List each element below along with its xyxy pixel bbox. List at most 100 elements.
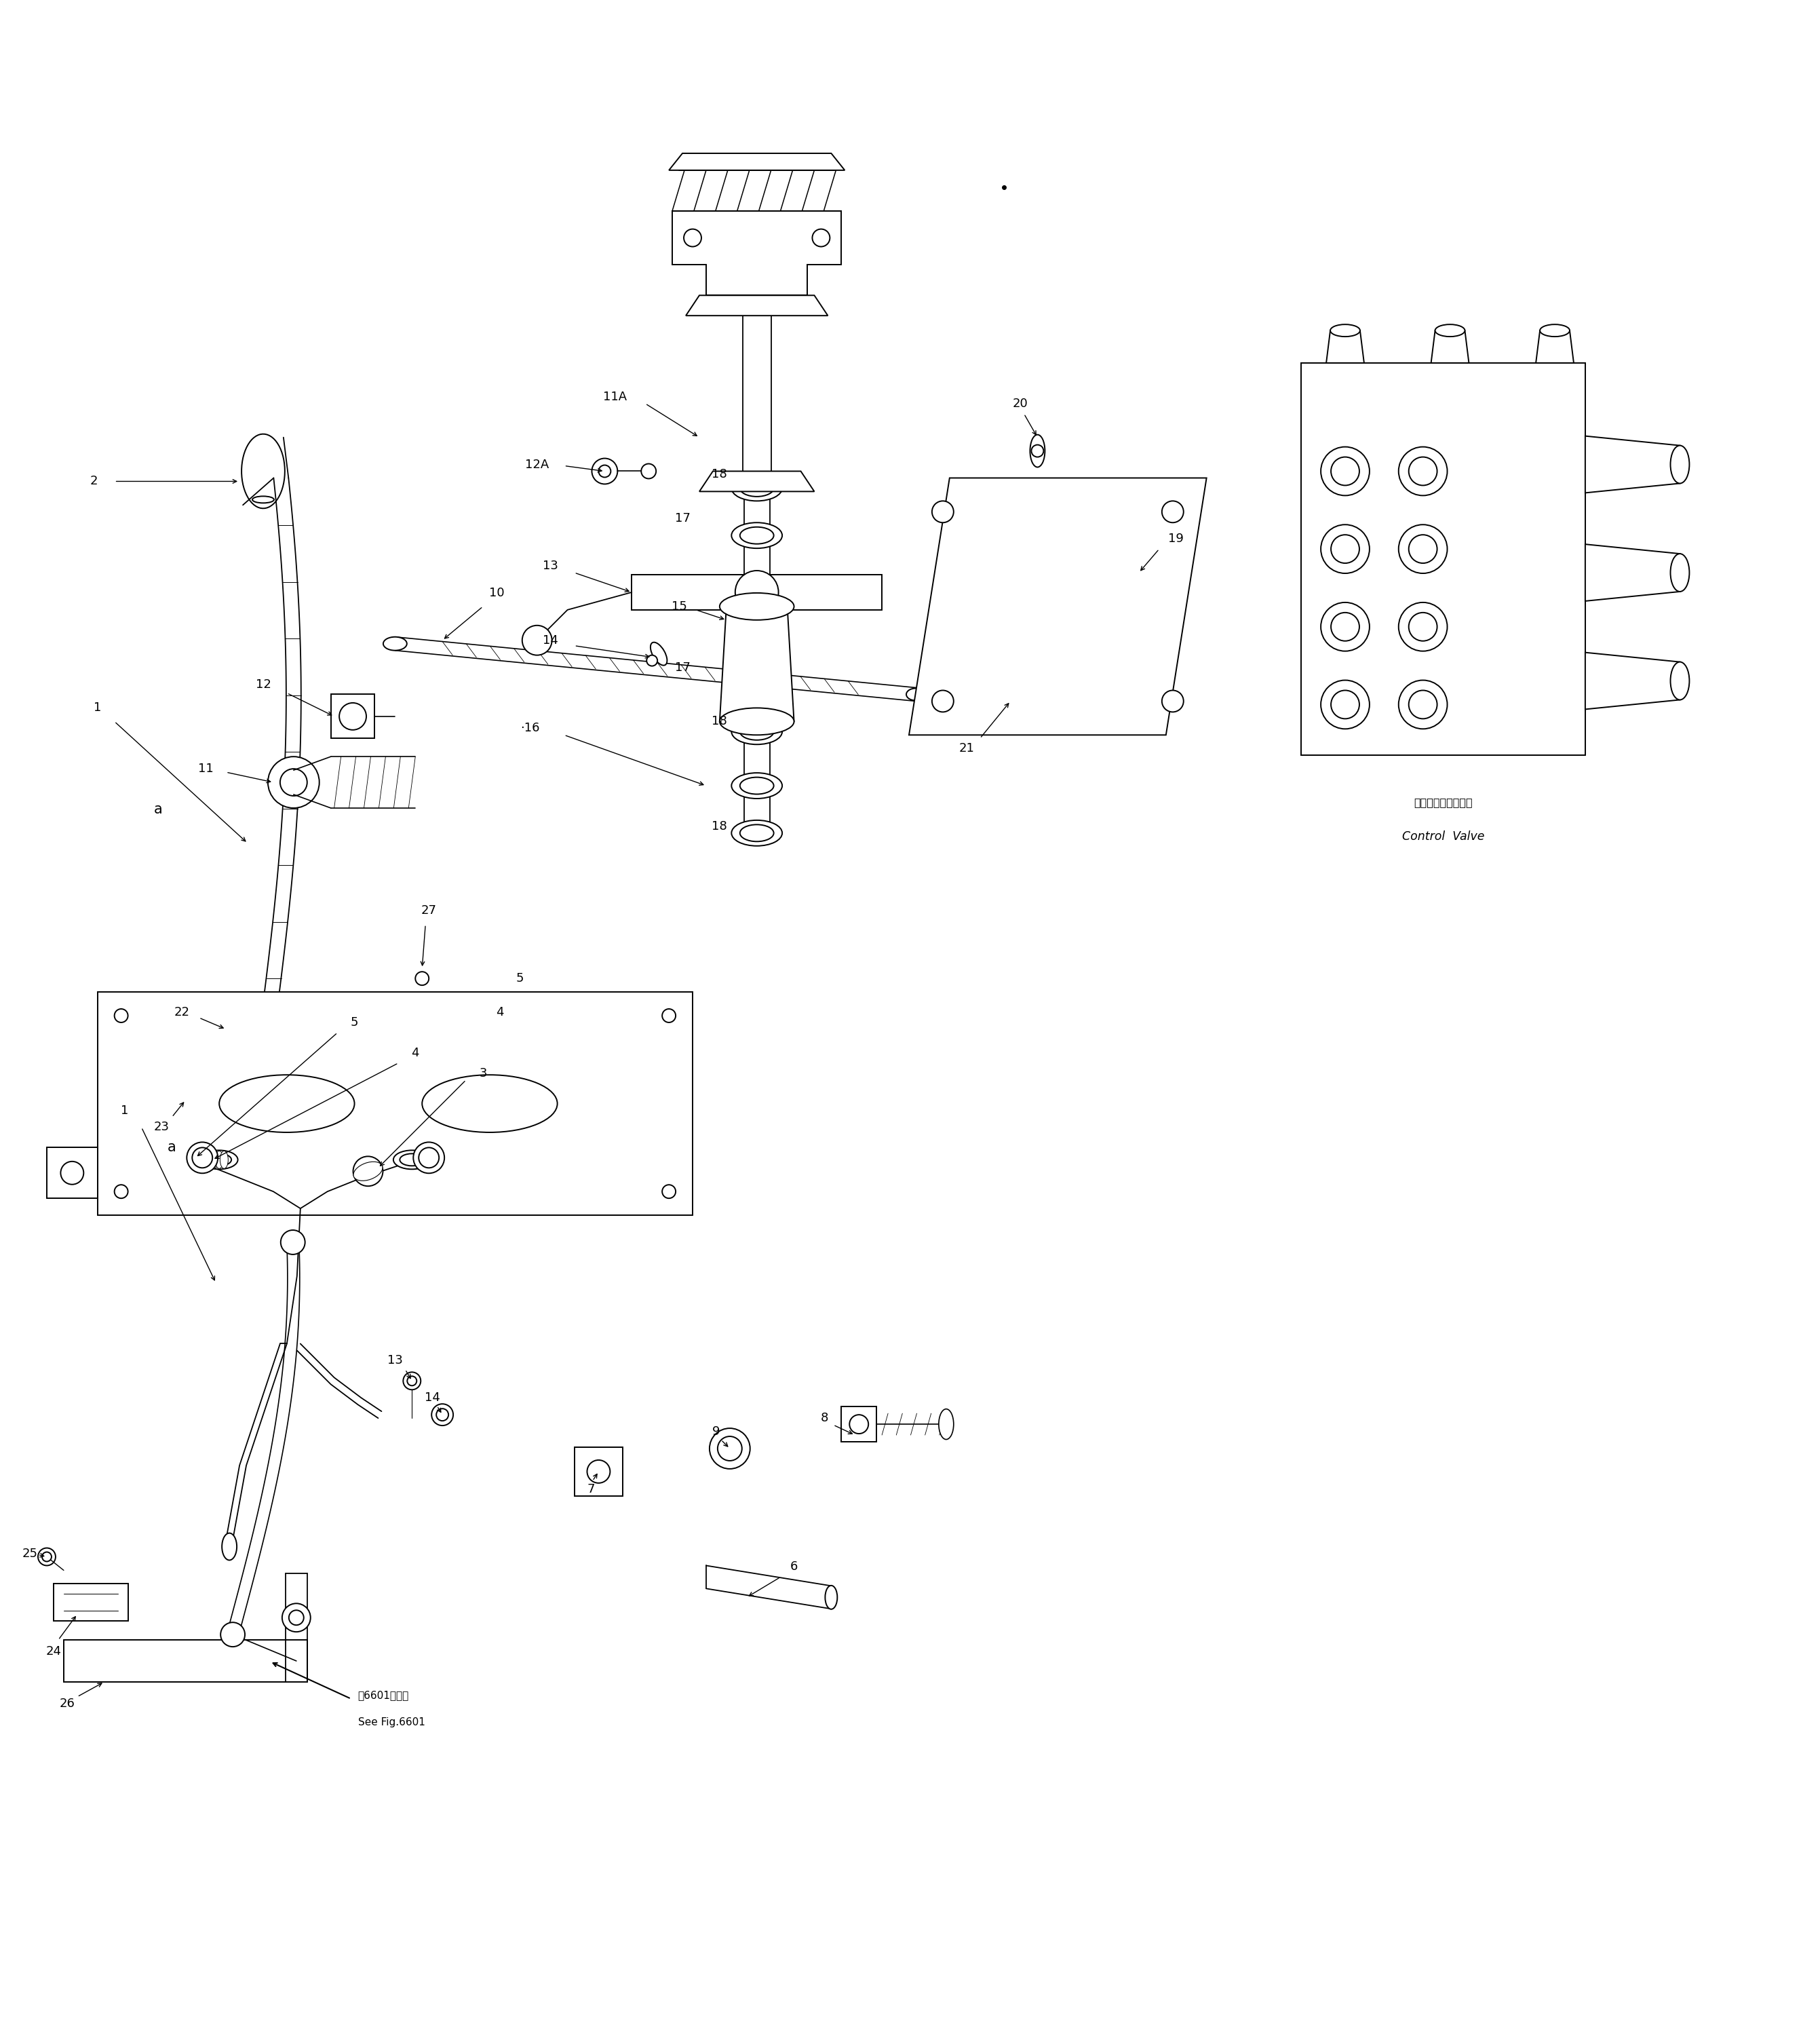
Ellipse shape — [200, 1151, 238, 1169]
Text: 2: 2 — [91, 475, 98, 487]
Text: 4: 4 — [497, 1007, 504, 1019]
Ellipse shape — [732, 719, 783, 745]
Ellipse shape — [1671, 662, 1689, 700]
Text: 25: 25 — [22, 1547, 38, 1559]
Polygon shape — [1327, 331, 1365, 363]
Circle shape — [1398, 603, 1447, 652]
Circle shape — [684, 229, 701, 248]
Circle shape — [662, 1186, 675, 1198]
Circle shape — [413, 1143, 444, 1173]
Text: 18: 18 — [712, 820, 728, 832]
Polygon shape — [53, 1583, 127, 1622]
Text: a: a — [155, 802, 162, 816]
Text: 5: 5 — [351, 1017, 359, 1029]
Text: 11: 11 — [198, 763, 213, 775]
Text: 22: 22 — [175, 1007, 189, 1019]
Circle shape — [522, 625, 551, 656]
Circle shape — [1330, 457, 1360, 485]
Ellipse shape — [211, 1151, 218, 1169]
Text: 15: 15 — [672, 601, 686, 613]
Circle shape — [280, 769, 308, 796]
Polygon shape — [1585, 652, 1680, 708]
Polygon shape — [670, 154, 844, 171]
Circle shape — [1398, 524, 1447, 572]
Polygon shape — [908, 477, 1207, 735]
Circle shape — [1032, 445, 1043, 457]
Ellipse shape — [732, 475, 783, 501]
Bar — [331, 694, 375, 739]
Text: Control  Valve: Control Valve — [1401, 830, 1485, 842]
Ellipse shape — [215, 1151, 224, 1169]
Circle shape — [187, 1143, 218, 1173]
Circle shape — [1321, 447, 1369, 495]
Circle shape — [1330, 613, 1360, 641]
Circle shape — [646, 656, 657, 666]
Circle shape — [1409, 690, 1438, 719]
Text: 3: 3 — [479, 1068, 488, 1080]
Polygon shape — [1536, 331, 1574, 363]
Circle shape — [282, 1604, 311, 1632]
Polygon shape — [686, 294, 828, 315]
Ellipse shape — [218, 1074, 355, 1133]
Circle shape — [1398, 680, 1447, 729]
Ellipse shape — [719, 593, 794, 619]
Ellipse shape — [741, 723, 774, 741]
Circle shape — [735, 570, 779, 613]
Ellipse shape — [732, 773, 783, 798]
Ellipse shape — [1671, 445, 1689, 483]
Polygon shape — [64, 1640, 308, 1683]
Polygon shape — [719, 607, 794, 721]
Circle shape — [932, 690, 954, 713]
Polygon shape — [98, 993, 693, 1216]
Circle shape — [1409, 534, 1438, 562]
Text: 14: 14 — [424, 1393, 440, 1405]
Text: 11A: 11A — [602, 390, 626, 402]
Ellipse shape — [400, 1153, 424, 1165]
Ellipse shape — [384, 637, 408, 650]
Circle shape — [1321, 603, 1369, 652]
Text: 7: 7 — [588, 1484, 595, 1496]
Circle shape — [717, 1437, 743, 1462]
Text: 17: 17 — [675, 662, 690, 674]
Circle shape — [662, 1009, 675, 1023]
Polygon shape — [1431, 331, 1469, 363]
Polygon shape — [213, 999, 313, 1056]
Circle shape — [115, 1186, 127, 1198]
Ellipse shape — [741, 528, 774, 544]
Text: 1: 1 — [93, 702, 102, 715]
Ellipse shape — [741, 479, 774, 497]
Circle shape — [1409, 457, 1438, 485]
Text: 4: 4 — [411, 1047, 419, 1060]
Text: 6: 6 — [790, 1561, 797, 1573]
Text: 8: 8 — [821, 1413, 828, 1425]
Circle shape — [38, 1549, 56, 1565]
Ellipse shape — [393, 1151, 431, 1169]
Ellipse shape — [824, 1585, 837, 1610]
Text: 26: 26 — [60, 1697, 75, 1709]
Ellipse shape — [1030, 434, 1045, 467]
Circle shape — [408, 1376, 417, 1386]
Circle shape — [280, 1230, 306, 1255]
Circle shape — [115, 1009, 127, 1023]
Polygon shape — [242, 434, 284, 508]
Ellipse shape — [422, 1074, 557, 1133]
Ellipse shape — [255, 1035, 275, 1047]
Circle shape — [932, 501, 954, 522]
Circle shape — [268, 757, 318, 808]
Circle shape — [592, 459, 617, 483]
Ellipse shape — [732, 522, 783, 548]
Circle shape — [588, 1460, 610, 1484]
Ellipse shape — [1540, 325, 1569, 337]
Ellipse shape — [1671, 554, 1689, 591]
Text: 24: 24 — [46, 1646, 62, 1659]
Text: 14: 14 — [542, 633, 559, 646]
Bar — [632, 574, 883, 609]
Text: 12: 12 — [255, 678, 271, 690]
Bar — [47, 1147, 98, 1198]
Circle shape — [60, 1161, 84, 1183]
Text: 13: 13 — [542, 560, 559, 572]
Bar — [841, 1407, 877, 1441]
Ellipse shape — [650, 641, 668, 666]
Circle shape — [1161, 690, 1183, 713]
Circle shape — [437, 1409, 448, 1421]
